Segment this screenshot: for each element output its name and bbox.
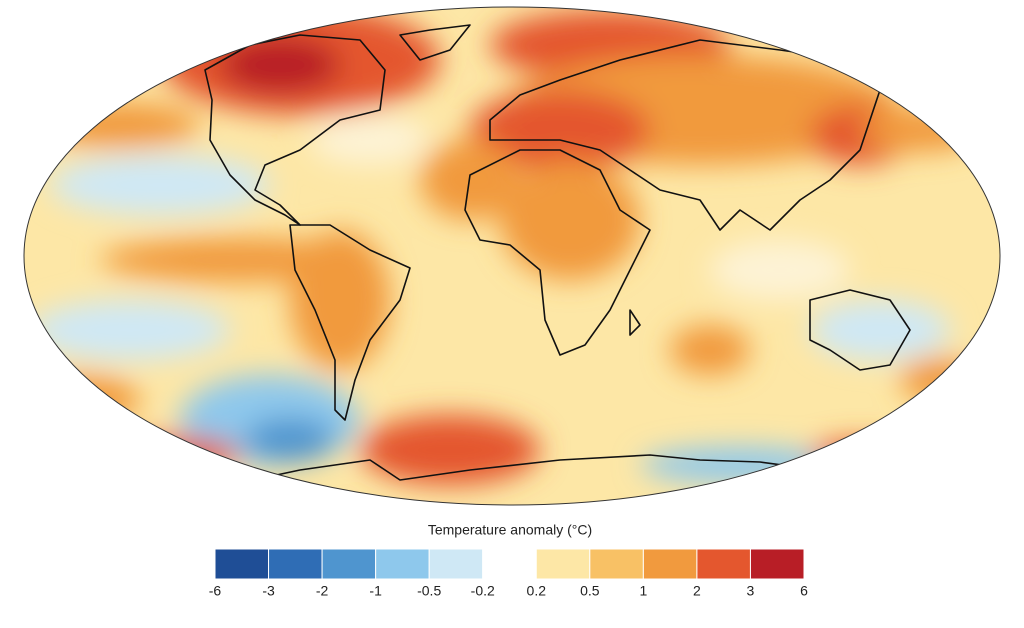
colorbar: -6 -3 -2 -1 -0.5 -0.2 0.2 0.5 1 2 3 6 bbox=[209, 548, 808, 599]
color-box bbox=[696, 548, 751, 580]
color-box bbox=[535, 548, 591, 580]
tick-label: -0.5 bbox=[417, 583, 441, 599]
tick-label: -6 bbox=[209, 583, 222, 599]
color-box bbox=[589, 548, 644, 580]
color-box bbox=[321, 548, 377, 580]
tick-label: 0.2 bbox=[527, 583, 547, 599]
map-frame bbox=[23, 6, 1001, 506]
tick-label: 0.5 bbox=[580, 583, 600, 599]
legend-title: Temperature anomaly (°C) bbox=[428, 522, 592, 538]
tick-label: -1 bbox=[369, 583, 382, 599]
tick-label: 6 bbox=[800, 583, 808, 599]
tick-label: 1 bbox=[639, 583, 647, 599]
tick-label: 3 bbox=[747, 583, 755, 599]
color-box bbox=[428, 548, 484, 580]
map bbox=[24, 7, 1000, 505]
color-box bbox=[749, 548, 805, 580]
color-box bbox=[375, 548, 430, 580]
color-box bbox=[482, 548, 537, 580]
tick-label: -3 bbox=[262, 583, 275, 599]
anomaly-field bbox=[24, 7, 980, 485]
tick-label: 2 bbox=[693, 583, 701, 599]
tick-label: -0.2 bbox=[471, 583, 495, 599]
color-box bbox=[268, 548, 323, 580]
tick-label: -2 bbox=[316, 583, 329, 599]
color-box bbox=[214, 548, 270, 580]
color-box bbox=[642, 548, 698, 580]
